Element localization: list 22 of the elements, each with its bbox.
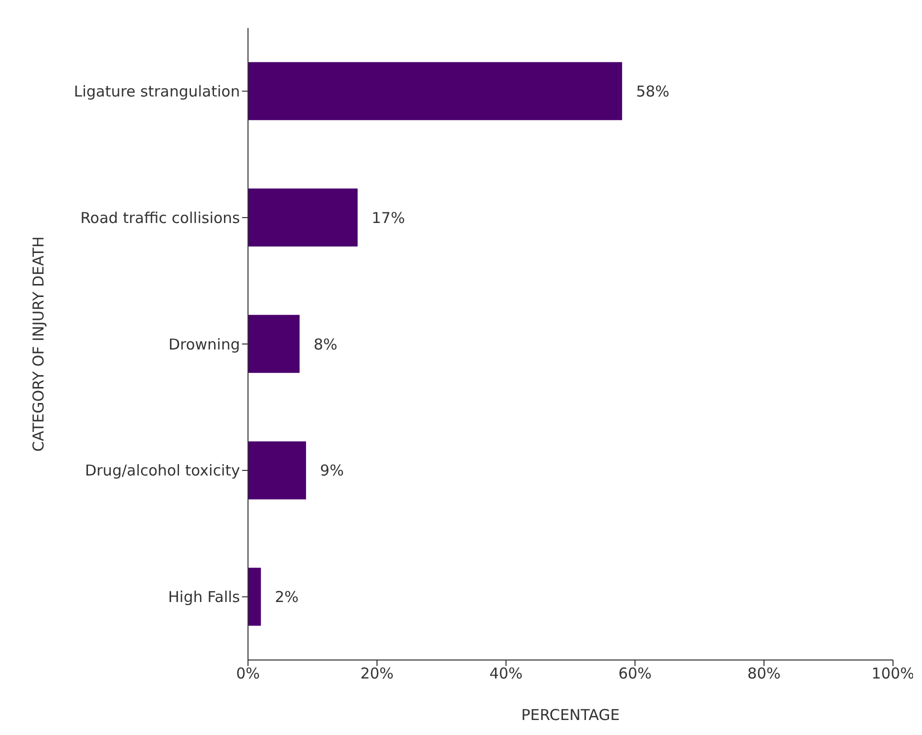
y-axis-title: CATEGORY OF INJURY DEATH	[29, 236, 48, 452]
bar	[248, 314, 300, 373]
data-label: 2%	[274, 588, 299, 606]
bar	[248, 568, 261, 626]
bar	[248, 188, 358, 247]
data-label: 58%	[636, 82, 670, 100]
x-tick-label: 20%	[360, 664, 394, 683]
bar	[248, 441, 306, 500]
data-label: 17%	[372, 208, 405, 227]
y-tick-label: Ligature strangulation	[74, 82, 240, 101]
bar	[248, 62, 622, 120]
y-tick-label: Road traffic collisions	[80, 208, 240, 227]
y-tick-label: Drowning	[168, 335, 240, 354]
x-tick-label: 60%	[618, 664, 652, 683]
data-label: 8%	[314, 335, 338, 354]
x-tick-label: 0%	[236, 664, 260, 683]
data-label: 9%	[320, 462, 344, 480]
x-tick-label: 80%	[747, 664, 781, 683]
y-tick-label: Drug/alcohol toxicity	[84, 462, 240, 480]
y-tick-label: High Falls	[168, 588, 240, 606]
x-tick-label: 40%	[489, 664, 523, 683]
x-axis-title: PERCENTAGE	[521, 706, 620, 724]
